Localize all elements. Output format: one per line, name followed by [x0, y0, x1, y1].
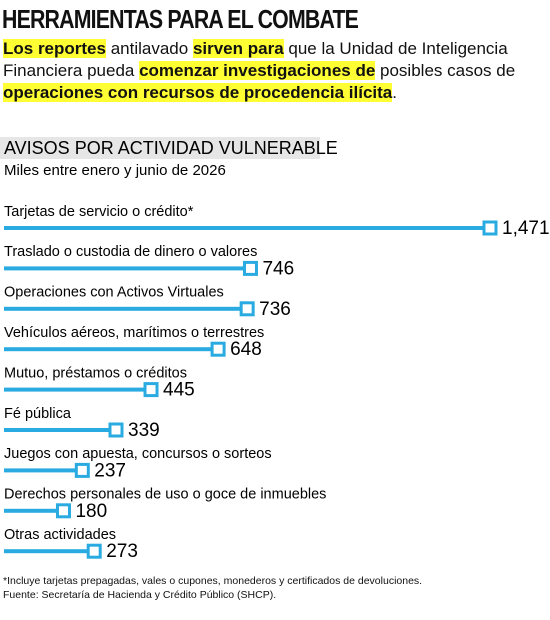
bar-marker [242, 260, 258, 276]
category-label: Derechos personales de uso o goce de inm… [4, 487, 326, 503]
highlighted-text: comenzar investigaciones de [139, 61, 376, 80]
value-label: 180 [75, 501, 107, 522]
category-label: Fé pública [4, 406, 72, 422]
value-label: 237 [94, 460, 126, 481]
bar [4, 549, 95, 554]
text: posibles casos de [375, 61, 516, 80]
category-label: Operaciones con Activos Virtuales [4, 285, 224, 301]
chart-title: AVISOS POR ACTIVIDAD VULNERABLE [4, 138, 338, 158]
chart: AVISOS POR ACTIVIDAD VULNERABLE Miles en… [0, 137, 550, 562]
text: que la Unidad de Inteligencia Financiera… [3, 39, 508, 80]
chart-subtitle: Miles entre enero y junio de 2026 [4, 162, 226, 179]
value-label: 746 [262, 258, 294, 279]
footnote: *Incluye tarjetas prepagadas, vales o cu… [3, 575, 423, 587]
source: Fuente: Secretaría de Hacienda y Crédito… [3, 589, 277, 601]
bar-marker [210, 341, 226, 357]
highlighted-text: operaciones con recursos de procedencia … [3, 83, 393, 102]
value-label: 648 [230, 339, 262, 360]
bar [4, 347, 219, 352]
intro: Los reportes antilavado sirven para que … [3, 38, 548, 104]
category-label: Traslado o custodia de dinero o valores [4, 244, 257, 260]
bar [4, 226, 490, 230]
value-label: 273 [106, 541, 138, 562]
bar-marker [482, 220, 498, 236]
bar-marker [143, 382, 159, 398]
highlighted-text: sirven para [192, 39, 284, 58]
category-label: Juegos con apuesta, concursos o sorteos [4, 446, 272, 462]
title: HERRAMIENTAS PARA EL COMBATE [2, 4, 359, 34]
value-label: 736 [259, 299, 291, 320]
bar-marker [74, 462, 90, 478]
text: antilavado [105, 39, 193, 58]
bar [4, 508, 64, 513]
value-label: 445 [163, 380, 195, 401]
category-label: Vehículos aéreos, marítimos o terrestres [4, 325, 264, 341]
value-label: 1,471 [502, 218, 550, 239]
category-label: Tarjetas de servicio o crédito* [4, 204, 194, 220]
bar-marker [239, 301, 255, 317]
text: . [392, 83, 397, 102]
bar-marker [55, 503, 71, 519]
bar-marker [86, 543, 102, 559]
category-label: Mutuo, préstamos o créditos [4, 365, 187, 381]
value-label: 339 [128, 420, 160, 441]
bar [4, 387, 152, 392]
title-background [0, 137, 320, 159]
bar [4, 428, 117, 432]
bar [4, 266, 251, 271]
category-label: Otras actividades [4, 527, 116, 543]
bar [4, 468, 83, 473]
highlighted-text: Los reportes [3, 39, 106, 58]
bar [4, 306, 248, 311]
bar-marker [108, 422, 124, 438]
